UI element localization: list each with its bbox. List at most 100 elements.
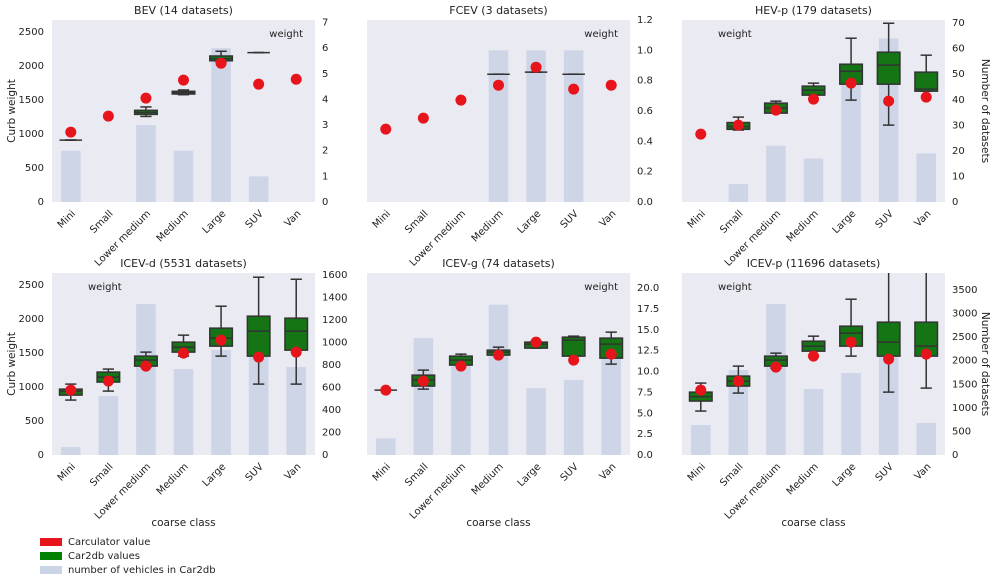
x-tick-label: Van [913, 208, 934, 229]
y2-tick-label: 6 [322, 43, 328, 54]
count-bar [563, 50, 584, 202]
y2-tick-label: 60 [952, 44, 965, 55]
x-tick-label: SUV [874, 461, 896, 483]
chart-title: ICEV-d (5531 datasets) [120, 257, 247, 270]
legend-swatch [40, 566, 62, 574]
x-tick-label: Small [718, 208, 745, 235]
annotation: weight [269, 29, 303, 40]
y2-tick-label: 1.2 [637, 15, 653, 26]
x-tick-label: Medium [785, 461, 821, 497]
count-bar [526, 388, 546, 455]
x-tick-label: Mini [686, 461, 708, 483]
carculator-point [845, 77, 857, 89]
count-bar [488, 304, 509, 455]
carculator-point [102, 110, 114, 122]
y2-tick-label: 0.6 [637, 106, 653, 117]
x-axis-label: coarse class [151, 517, 215, 529]
count-bar [413, 338, 434, 455]
chart-title: ICEV-g (74 datasets) [442, 257, 555, 270]
count-bar [173, 369, 194, 455]
carculator-point [417, 375, 429, 387]
y2-tick-label: 7 [322, 18, 328, 29]
carculator-point [883, 353, 895, 365]
y2-tick-label: 4 [322, 94, 328, 105]
y-axis-label: Curb weight [6, 332, 18, 396]
x-tick-label: Mini [686, 208, 708, 230]
x-tick-label: Small [88, 208, 115, 235]
x-tick-label: SUV [559, 461, 581, 483]
count-bar [451, 363, 471, 455]
y-tick-label: 1500 [19, 348, 44, 359]
box [876, 51, 901, 85]
legend-swatch [40, 538, 62, 546]
box [914, 71, 939, 92]
x-tick-label: Small [88, 461, 115, 488]
y2-axis-label: Number of datasets [979, 312, 991, 416]
y2-tick-label: 10.0 [637, 367, 659, 378]
y-tick-label: 1000 [19, 382, 44, 393]
carculator-point [290, 73, 302, 85]
y2-tick-label: 0 [322, 197, 328, 208]
annotation: weight [584, 29, 618, 40]
chart-title: HEV-p (179 datasets) [755, 4, 872, 17]
x-tick-label: Small [718, 461, 745, 488]
y2-tick-label: 0.0 [637, 450, 653, 461]
y-tick-label: 1000 [19, 129, 44, 140]
carculator-point [732, 375, 744, 387]
count-bar [136, 304, 156, 455]
legend-label: Carculator value [68, 537, 150, 548]
carculator-point [65, 384, 77, 396]
legend-label: number of vehicles in Car2db [68, 565, 216, 576]
carculator-point [417, 112, 429, 124]
carculator-point [605, 348, 617, 360]
chart-title: FCEV (3 datasets) [449, 4, 547, 17]
y2-tick-label: 40 [952, 95, 965, 106]
x-axis-label: coarse class [781, 517, 845, 529]
y2-tick-label: 1.0 [637, 45, 653, 56]
legend: Carculator value Car2db values number of v… [40, 537, 216, 576]
carculator-point [530, 336, 542, 348]
y-tick-label: 2500 [19, 280, 44, 291]
y2-tick-label: 1 [322, 171, 328, 182]
y2-tick-label: 1000 [952, 403, 977, 414]
plot [695, 22, 939, 202]
count-bar [601, 354, 621, 455]
count-bar [803, 158, 824, 202]
x-tick-label: Mini [371, 208, 393, 230]
y-tick-label: 500 [25, 163, 44, 174]
count-bar [878, 349, 899, 455]
y-tick-label: 0 [38, 450, 44, 461]
y2-tick-label: 20.0 [637, 283, 659, 294]
y2-tick-label: 1600 [322, 270, 347, 281]
box [284, 317, 309, 351]
annotation: weight [88, 282, 122, 293]
count-bar [766, 303, 786, 455]
x-tick-label: Van [283, 208, 304, 229]
count-bar [286, 367, 306, 455]
count-bar [803, 388, 824, 455]
x-tick-label: Van [913, 461, 934, 482]
count-bar [691, 425, 711, 455]
y2-tick-label: 17.5 [637, 304, 659, 315]
x-tick-label: Large [831, 208, 859, 236]
box [876, 321, 901, 357]
count-bar [248, 176, 269, 202]
y2-tick-label: 2000 [952, 356, 977, 367]
carculator-point [695, 128, 707, 140]
chart-title: BEV (14 datasets) [134, 4, 233, 17]
annotation: weight [718, 29, 752, 40]
carculator-point [845, 336, 857, 348]
y2-tick-label: 0.8 [637, 76, 653, 87]
carculator-point [920, 91, 932, 103]
carculator-point [732, 119, 744, 131]
y2-tick-label: 2 [322, 146, 328, 157]
y2-tick-label: 7.5 [637, 387, 653, 398]
carculator-point [695, 384, 707, 396]
count-bar [841, 74, 861, 202]
x-tick-label: Mini [56, 208, 78, 230]
x-tick-label: Van [598, 208, 619, 229]
x-tick-label: Large [201, 461, 229, 489]
y-tick-label: 0 [38, 197, 44, 208]
carculator-point [455, 360, 467, 372]
